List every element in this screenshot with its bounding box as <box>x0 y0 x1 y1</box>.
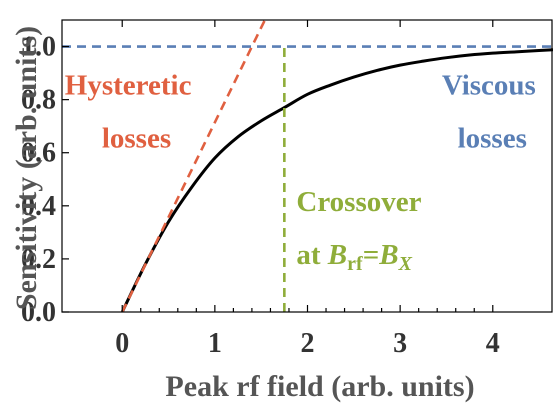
x-tick-label: 1 <box>208 328 222 359</box>
y-tick-label: 0.6 <box>21 138 56 169</box>
annotation-viscous_2: losses <box>458 122 527 154</box>
x-tick-label: 4 <box>486 328 500 359</box>
x-tick-label: 3 <box>393 328 407 359</box>
annotation-viscous_1: Viscous <box>442 69 536 101</box>
y-axis-label: Sensitivity (arb. units) <box>10 26 43 310</box>
series-line-1 <box>121 20 267 312</box>
annotation-hysteretic_1: Hysteretic <box>65 69 192 101</box>
y-tick-label: 1.0 <box>21 32 56 63</box>
annotation-at_b: at Brf=BX <box>296 239 412 275</box>
y-tick-label: 0.4 <box>21 191 56 222</box>
annotation-hysteretic_2: losses <box>102 122 171 154</box>
x-tick-label: 2 <box>301 328 315 359</box>
axes-layer: 0 1 2 3 4 0.0 0.2 0.4 0.6 0.8 1.0 <box>21 19 553 359</box>
series-layer <box>62 20 553 312</box>
annotations: Hysteretic losses Viscous losses Crossover at… <box>65 69 536 275</box>
series-line-0 <box>120 48 553 312</box>
annotation-crossover: Crossover <box>296 186 421 218</box>
x-tick-label: 0 <box>115 328 129 359</box>
y-tick-label: 0.0 <box>21 297 56 328</box>
y-tick-label: 0.2 <box>21 244 56 275</box>
y-tick-label: 0.8 <box>21 85 56 116</box>
x-axis-label: Peak rf field (arb. units) <box>165 370 474 403</box>
